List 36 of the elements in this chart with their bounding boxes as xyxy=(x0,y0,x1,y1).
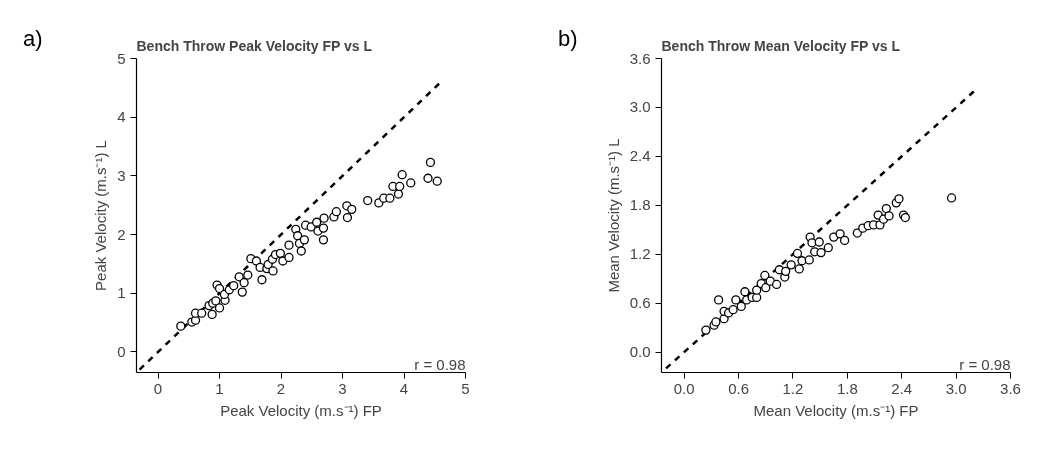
x-tick-label: 3.0 xyxy=(945,379,967,397)
x-tick-label: 2.4 xyxy=(891,379,913,397)
y-axis-title: Peak Velocity (m.s⁻¹) L xyxy=(92,140,110,291)
x-tick-label: 3.6 xyxy=(1000,379,1021,397)
x-tick-label: 2 xyxy=(276,379,286,397)
y-tick-label: 1.2 xyxy=(629,245,651,263)
x-tick-label: 0.6 xyxy=(728,379,749,397)
annotation: r = 0.98 xyxy=(414,355,466,373)
y-tick-label: 3 xyxy=(117,166,126,184)
chart-title: Bench Throw Peak Velocity FP vs L xyxy=(136,37,373,54)
y-tick-label: 0.6 xyxy=(629,294,651,312)
y-tick-label: 2 xyxy=(117,225,126,243)
chart-title: Bench Throw Mean Velocity FP vs L xyxy=(661,37,901,54)
x-axis-title: Mean Velocity (m.s⁻¹) FP xyxy=(753,401,919,419)
x-tick-label: 1.2 xyxy=(782,379,804,397)
x-tick-label: 1.8 xyxy=(836,379,858,397)
y-tick-label: 2.4 xyxy=(629,147,651,165)
x-tick-label: 0 xyxy=(153,379,163,397)
x-axis-title: Peak Velocity (m.s⁻¹) FP xyxy=(220,401,382,419)
x-tick-label: 3 xyxy=(338,379,347,397)
x-tick-label: 0.0 xyxy=(673,379,695,397)
y-tick-label: 3.0 xyxy=(629,98,651,116)
y-tick-label: 1.8 xyxy=(629,196,651,214)
text: a) xyxy=(23,25,43,53)
y-tick-label: 4 xyxy=(117,108,126,126)
y-tick-label: 1 xyxy=(117,284,126,302)
x-tick-label: 1 xyxy=(215,379,224,397)
annotation: r = 0.98 xyxy=(959,355,1011,373)
y-tick-label: 5 xyxy=(117,49,126,67)
x-tick-label: 4 xyxy=(399,379,409,397)
y-axis-title: Mean Velocity (m.s⁻¹) L xyxy=(604,138,622,293)
y-tick-label: 3.6 xyxy=(629,49,651,67)
x-tick-label: 5 xyxy=(461,379,470,397)
y-tick-label: 0 xyxy=(117,342,126,360)
y-tick-label: 0.0 xyxy=(629,343,651,361)
text: b) xyxy=(558,25,578,53)
